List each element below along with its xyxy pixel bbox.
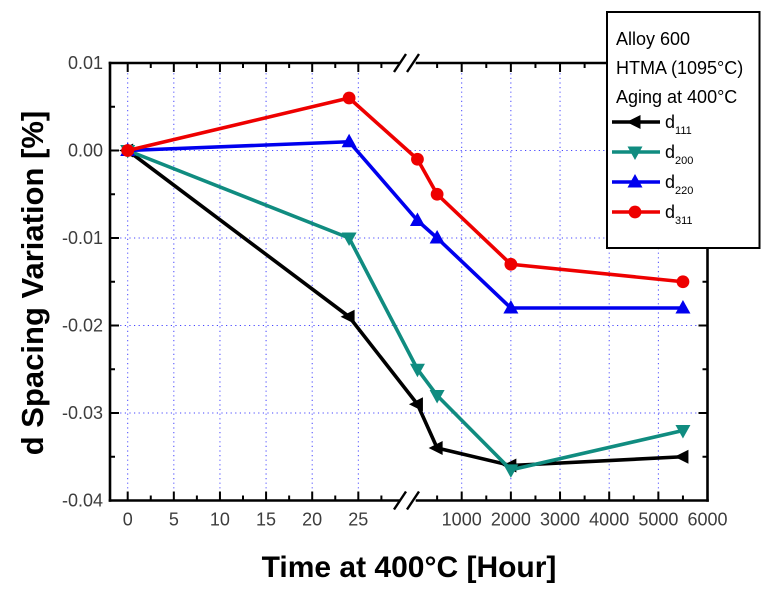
axis-break-marks [393,53,420,511]
x-tick-label: 1000 [442,510,482,530]
data-point-triangle-down [409,363,425,378]
legend: Alloy 600 HTMA (1095°C) Aging at 400°C d111… [606,11,761,249]
data-point-triangle-down [341,232,357,246]
x-axis-title: Time at 400°C [Hour] [261,551,557,584]
x-tick-label: 25 [348,510,368,530]
y-tick-label: -0.01 [62,228,103,248]
data-point-triangle-up [675,300,691,314]
data-point-triangle-down [627,146,643,160]
legend-header-line: Aging at 400°C [616,87,737,107]
series-line-d200 [127,148,684,472]
x-tick-label: 3000 [540,510,580,530]
y-tick-label: -0.02 [62,316,103,336]
legend-header-line: HTMA (1095°C) [616,58,743,78]
x-tick-label: 5000 [638,510,678,530]
y-tick-label: 0.00 [68,141,103,161]
data-point-triangle-up [429,230,445,244]
data-point-circle [121,144,135,157]
data-point-triangle-left [408,397,423,412]
data-point-triangle-left [674,449,689,464]
data-point-triangle-down [503,464,519,478]
x-tick-label: 5 [169,510,179,530]
x-tick-label: 20 [302,510,322,530]
data-point-triangle-up [503,300,519,314]
y-tick-label: -0.03 [62,403,103,423]
data-point-circle [430,187,444,201]
tick-labels: 0 5 10 15 20 25 1000 2000 3000 4000 5000 6000 0.01 0.… [62,53,728,530]
legend-entry-label: d200 [665,142,693,167]
y-tick-label: -0.04 [62,491,103,511]
data-point-triangle-left [626,115,641,129]
x-tick-label: 15 [256,510,276,530]
x-tick-label: 0 [123,510,133,530]
data-point-triangle-left [428,441,443,455]
data-point-circle [411,152,424,166]
series-line-d220 [127,139,683,310]
legend-header-line: Alloy 600 [616,29,690,49]
legend-entry-label: d311 [665,202,693,227]
series-line-d311 [127,96,684,284]
legend-entry-label: d111 [665,112,692,137]
y-tick-label: 0.01 [68,53,103,73]
y-axis-title: d Spacing Variation [%] [15,110,50,456]
x-tick-label: 4000 [589,510,629,530]
x-tick-label: 2000 [491,510,531,530]
data-point-triangle-up [409,212,425,226]
legend-entry-label: d220 [665,172,693,197]
data-point-circle [628,205,642,219]
data-point-triangle-up [341,133,357,148]
data-point-circle [676,275,690,289]
data-point-circle [504,257,518,271]
x-tick-label: 6000 [688,510,728,530]
data-point-triangle-left [340,309,355,324]
data-point-triangle-up [627,174,643,188]
data-point-triangle-down [675,425,691,439]
data-point-circle [342,91,356,105]
series-d311 [121,91,690,289]
x-tick-label: 10 [210,510,230,530]
data-point-triangle-down [429,390,445,404]
